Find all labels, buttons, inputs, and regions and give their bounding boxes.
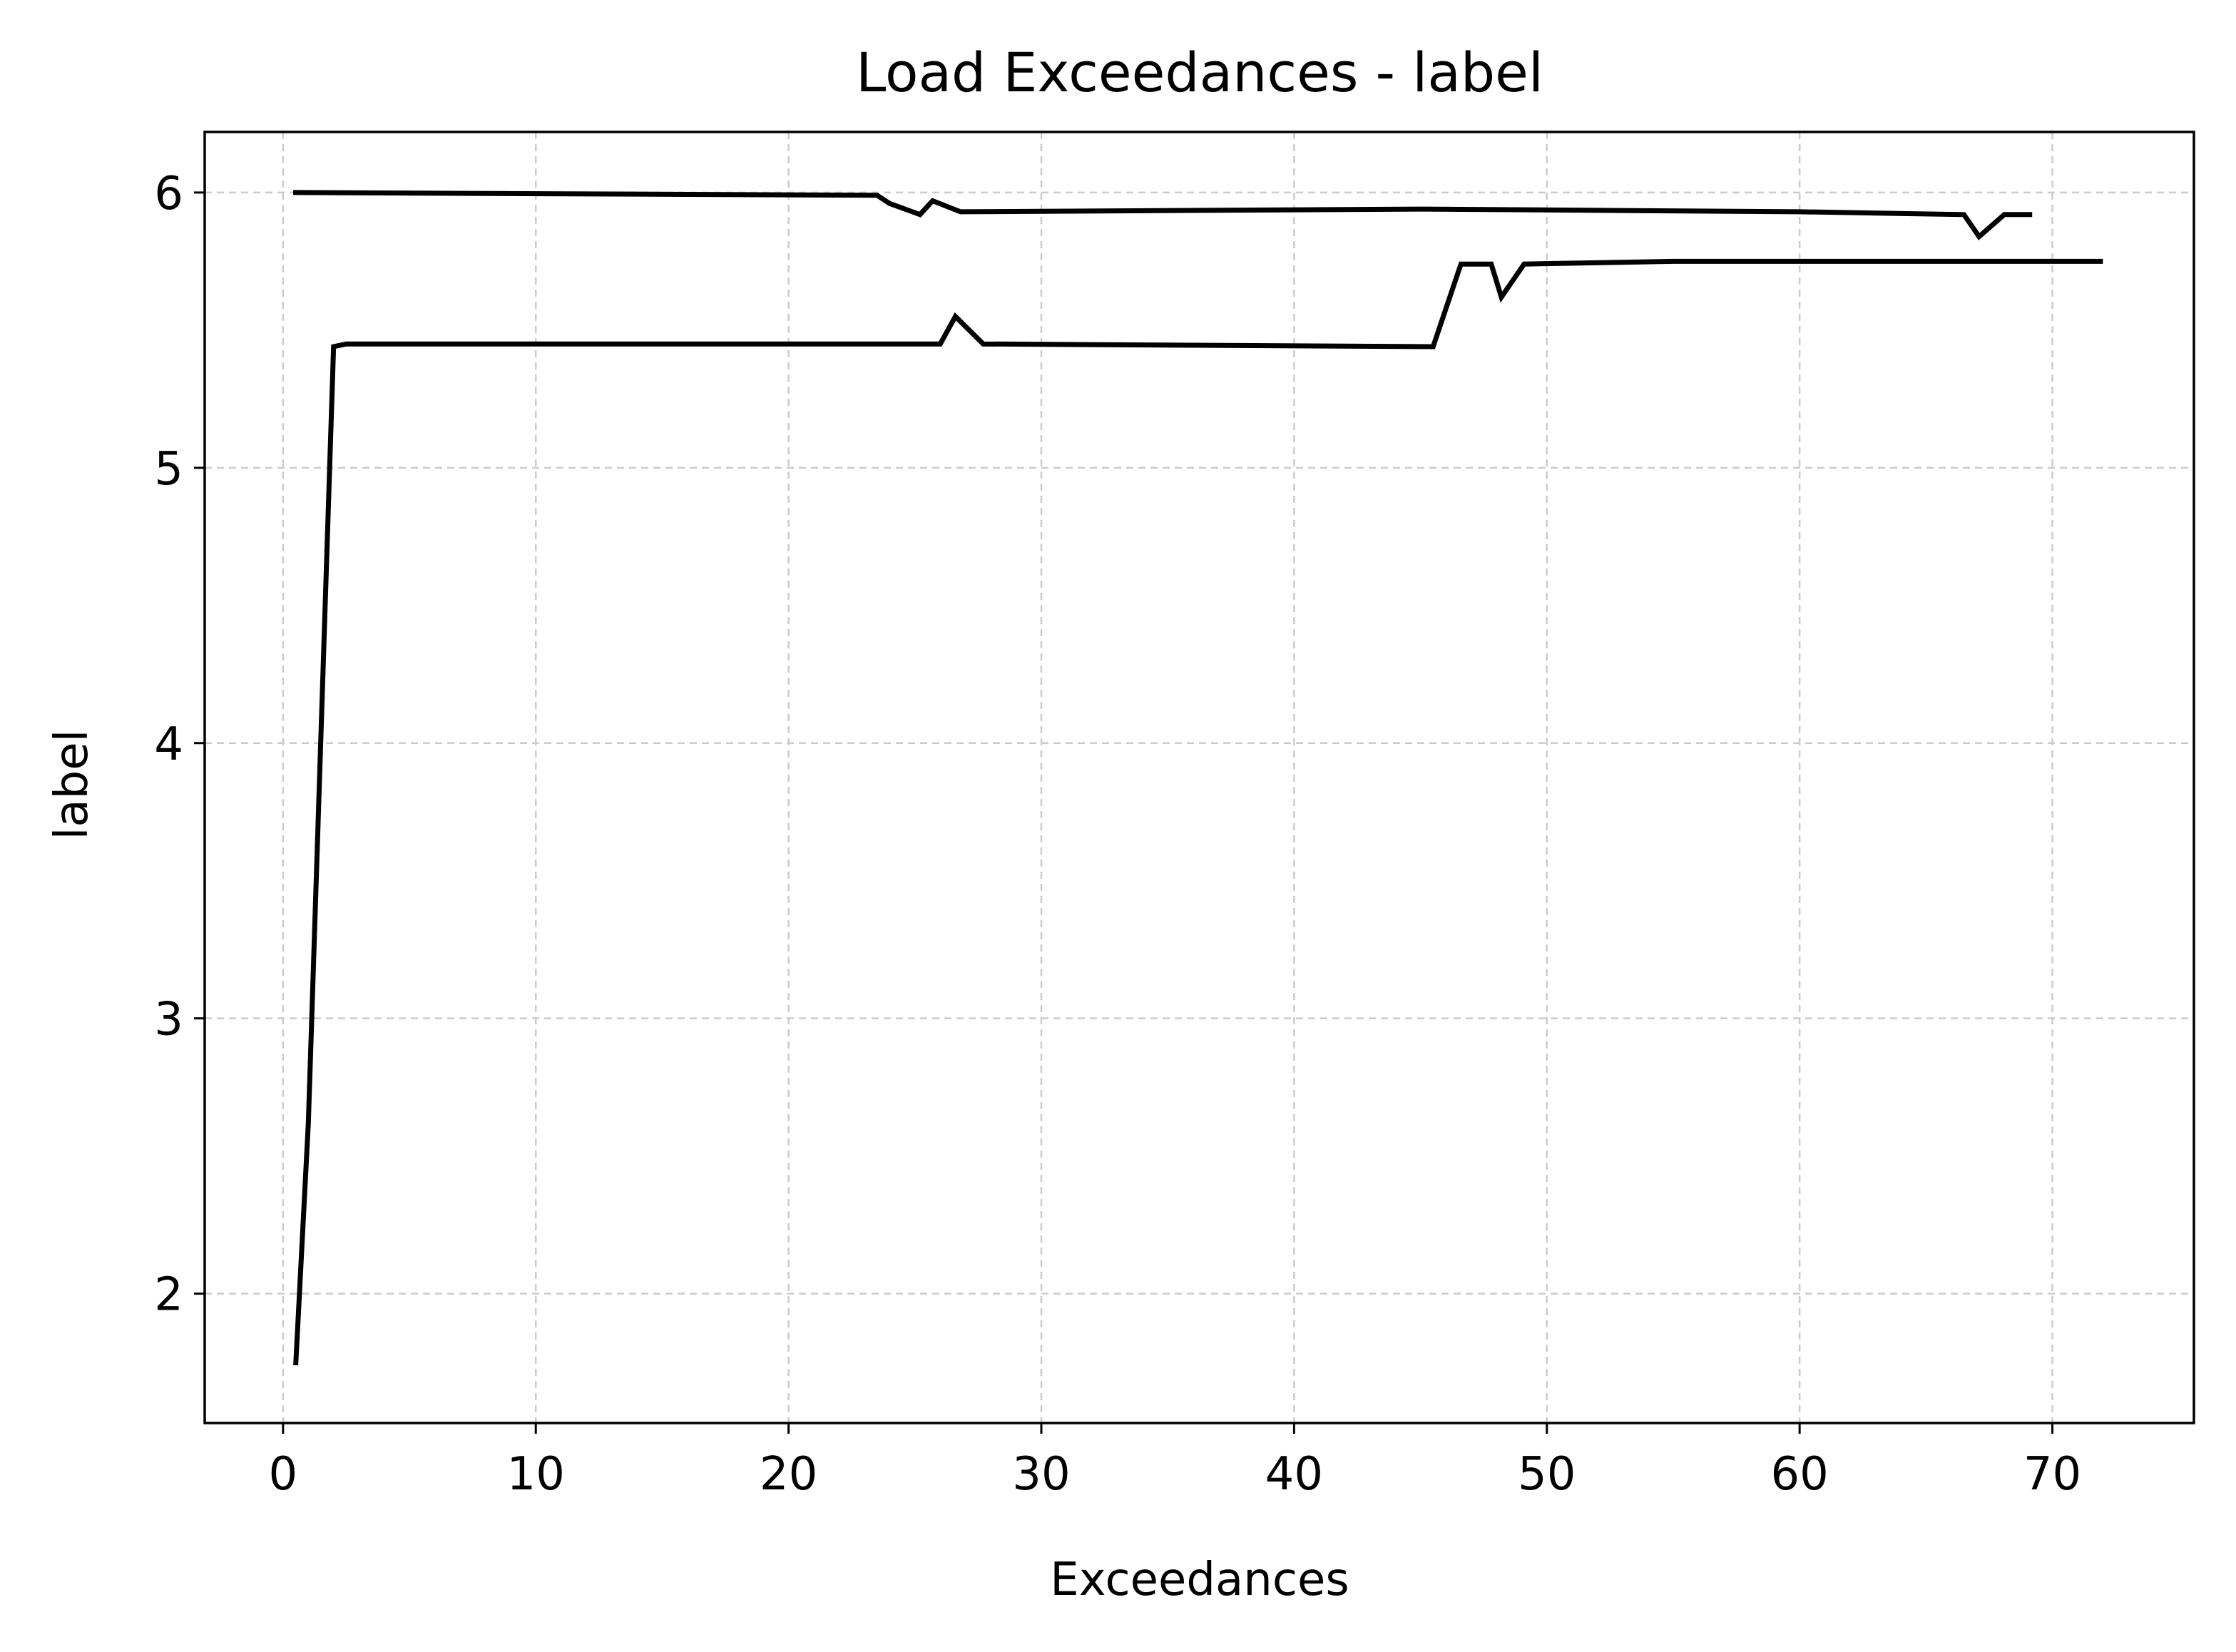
x-axis-label: Exceedances [1050, 1554, 1349, 1606]
y-axis-label: label [46, 730, 98, 840]
series-line-2 [293, 258, 2103, 1366]
x-axis-ticks: 0 10 20 30 40 50 60 70 [268, 1423, 2081, 1501]
y-tick-label: 2 [154, 1269, 183, 1322]
plot-frame [203, 131, 2195, 1424]
series-group [292, 190, 2103, 1366]
x-tick-label: 70 [2023, 1448, 2081, 1501]
x-tick-label: 20 [760, 1448, 817, 1501]
x-tick-label: 50 [1518, 1448, 1576, 1501]
x-tick-label: 30 [1012, 1448, 1070, 1501]
series-line-1 [292, 190, 2033, 240]
y-tick-label: 4 [154, 718, 183, 771]
y-axis-ticks: 2 3 4 5 6 [154, 168, 205, 1322]
y-tick-label: 3 [154, 994, 183, 1046]
x-tick-label: 10 [507, 1448, 565, 1501]
y-tick-label: 6 [154, 168, 183, 220]
y-tick-label: 5 [154, 443, 183, 496]
x-tick-label: 60 [1770, 1448, 1828, 1501]
x-tick-label: 0 [268, 1448, 297, 1501]
x-tick-label: 40 [1265, 1448, 1323, 1501]
chart-title: Load Exceedances - label [856, 41, 1543, 104]
